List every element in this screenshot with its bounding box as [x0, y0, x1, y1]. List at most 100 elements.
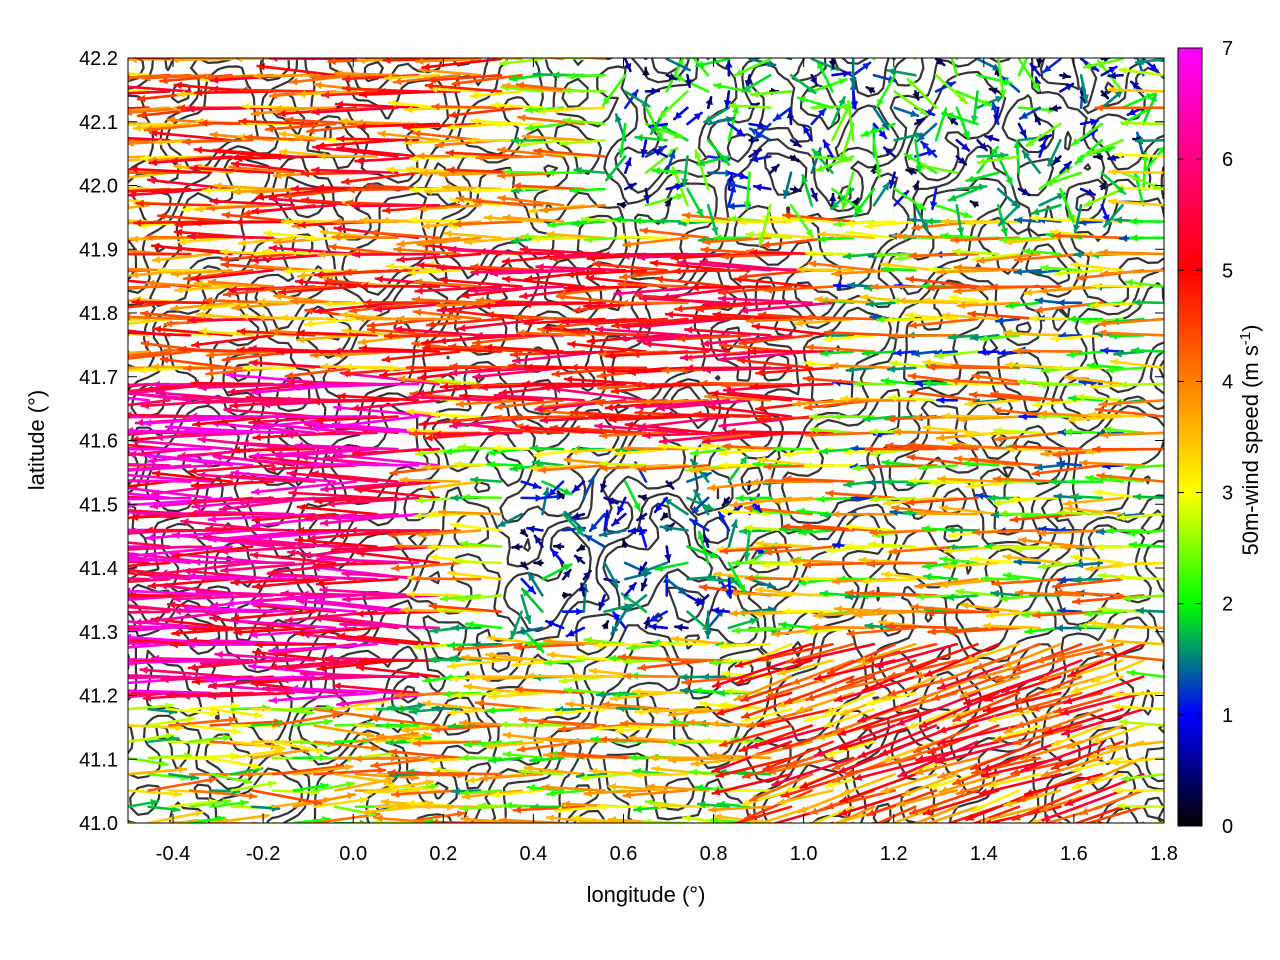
wind-vector-head: [389, 99, 397, 107]
wind-vector-head: [273, 153, 281, 161]
wind-vector-head: [128, 108, 133, 117]
wind-vector-head: [325, 277, 333, 285]
wind-vector-head: [546, 620, 555, 628]
wind-vector-head: [144, 694, 152, 702]
wind-vector: [611, 317, 689, 328]
wind-vector-head: [606, 172, 614, 181]
wind-vector-head: [806, 693, 815, 702]
wind-vector-head: [320, 586, 328, 594]
wind-vector-head: [875, 251, 883, 259]
wind-vector: [1075, 395, 1124, 402]
wind-vector-head: [251, 388, 259, 396]
wind-vector: [531, 236, 586, 241]
wind-vector-head: [915, 671, 924, 679]
wind-vector-head: [858, 715, 867, 723]
wind-vector-head: [337, 134, 345, 143]
wind-vector: [520, 426, 606, 435]
wind-vector-head: [797, 507, 806, 516]
wind-vector: [475, 155, 544, 160]
wind-vector-head: [484, 214, 493, 222]
wind-vector: [313, 740, 380, 751]
wind-vector-head: [450, 362, 458, 371]
wind-vector-head: [991, 510, 1000, 519]
wind-vector-head: [254, 678, 262, 687]
wind-vector-head: [622, 322, 631, 331]
wind-vector: [718, 642, 772, 648]
wind-vector-head: [80, 535, 87, 543]
wind-vector-head: [779, 621, 787, 629]
wind-vector: [193, 282, 254, 288]
wind-vector-head: [979, 348, 987, 356]
wind-vector-head: [1080, 459, 1088, 467]
wind-vector-head: [188, 572, 196, 580]
wind-vector-head: [498, 194, 506, 203]
wind-vector-head: [882, 458, 890, 467]
wind-vector: [446, 659, 503, 668]
wind-vector-head: [720, 739, 728, 748]
wind-vector-head: [647, 782, 655, 791]
y-tick-label: 41.3: [79, 622, 118, 644]
wind-vector: [174, 285, 233, 292]
wind-vector-head: [210, 614, 218, 623]
wind-vector-head: [43, 64, 50, 72]
wind-vector-head: [183, 137, 191, 146]
wind-vector-head: [499, 816, 508, 823]
wind-vector-head: [128, 501, 131, 509]
wind-vector-head: [437, 263, 445, 272]
wind-vector-head: [666, 310, 674, 319]
wind-vector: [188, 626, 275, 631]
wind-vector-head: [87, 598, 94, 606]
wind-vector-head: [823, 140, 831, 149]
wind-vector-head: [253, 648, 261, 657]
wind-vector-head: [736, 128, 744, 136]
wind-vector: [147, 716, 196, 727]
wind-vector-head: [1009, 442, 1018, 451]
wind-vector-head: [422, 222, 430, 230]
wind-vector: [268, 659, 358, 669]
wind-vector-head: [409, 216, 418, 224]
wind-vector-head: [138, 94, 146, 103]
wind-vector-head: [832, 577, 840, 586]
wind-vector-head: [895, 254, 903, 262]
wind-vector-head: [364, 298, 372, 307]
wind-vector: [396, 252, 482, 262]
wind-vector-head: [725, 687, 733, 696]
wind-vector-head: [117, 367, 124, 375]
wind-vector-head: [1094, 488, 1103, 497]
wind-vector-head: [118, 528, 125, 536]
wind-vector-head: [555, 708, 563, 717]
wind-vector-head: [284, 267, 292, 276]
wind-vector-head: [669, 756, 677, 765]
wind-vector-head: [128, 313, 131, 321]
wind-vector-head: [470, 91, 478, 100]
wind-vector-head: [514, 313, 523, 322]
wind-vector-head: [709, 46, 717, 53]
wind-vector: [658, 444, 710, 451]
wind-vector: [522, 301, 606, 306]
wind-vector-head: [1065, 505, 1073, 513]
wind-vector-head: [575, 527, 584, 536]
wind-vector: [249, 264, 316, 272]
wind-vector-head: [439, 508, 447, 516]
wind-vector-head: [1064, 499, 1072, 507]
wind-vector-head: [378, 130, 386, 138]
wind-vector: [314, 415, 399, 422]
wind-vector-head: [643, 398, 651, 407]
wind-vector-head: [296, 134, 304, 142]
wind-vector-head: [640, 148, 648, 157]
wind-vector-head: [492, 101, 500, 110]
wind-vector: [333, 71, 399, 77]
wind-vector-head: [1051, 334, 1059, 343]
wind-vector-head: [999, 510, 1007, 518]
wind-vector: [1004, 363, 1062, 370]
wind-vector: [866, 561, 938, 565]
wind-vector-head: [150, 798, 158, 807]
wind-vector-head: [354, 754, 362, 763]
wind-vector: [911, 821, 917, 823]
wind-vector: [154, 431, 254, 439]
wind-vector-head: [281, 676, 289, 684]
wind-vector: [540, 785, 606, 792]
wind-vector-head: [314, 306, 323, 315]
wind-vector: [128, 641, 151, 646]
wind-vector-head: [840, 743, 848, 751]
